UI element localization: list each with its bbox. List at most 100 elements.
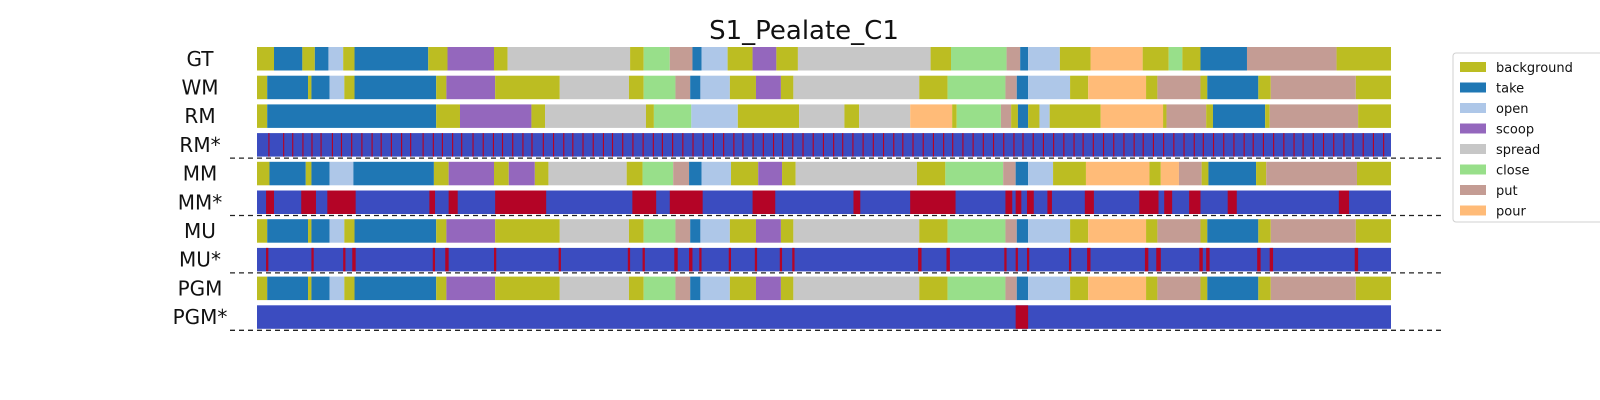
segment-background — [1146, 219, 1158, 243]
legend-label: open — [1496, 102, 1528, 117]
legend-entry-scoop: scoop — [1460, 123, 1534, 138]
segment-background — [1070, 276, 1089, 301]
segment-take — [314, 47, 329, 71]
legend-swatch — [1460, 123, 1486, 134]
segment-background — [344, 219, 355, 243]
segment-background — [729, 276, 756, 301]
confidence-peak — [1312, 133, 1314, 157]
row-pgm-confidence: PGM* — [173, 305, 1445, 331]
confidence-peak — [472, 133, 474, 157]
confidence-peak — [1189, 190, 1201, 214]
confidence-peak — [1144, 247, 1149, 272]
legend-label: scoop — [1496, 123, 1534, 138]
segment-spread — [799, 104, 845, 128]
segment-take — [690, 219, 701, 243]
segment-put — [1005, 219, 1017, 243]
segment-close — [642, 161, 674, 186]
legend-frame — [1452, 52, 1600, 223]
segment-pour — [910, 104, 953, 128]
segment-scoop — [755, 75, 781, 100]
confidence-peak — [343, 247, 346, 272]
confidence-peak — [922, 133, 924, 157]
segment-background — [433, 161, 449, 186]
confidence-peak — [1142, 133, 1144, 157]
segment-take — [1016, 75, 1029, 100]
chart-title: S1_Pealate_C1 — [709, 16, 899, 46]
confidence-peak — [1212, 133, 1215, 157]
segment-put — [1157, 219, 1201, 243]
segment-take — [311, 75, 330, 100]
segment-close — [643, 276, 676, 301]
segment-background — [495, 219, 560, 243]
confidence-peak — [302, 133, 304, 157]
confidence-peak — [982, 133, 984, 157]
row-mm-confidence: MM* — [178, 190, 1445, 217]
legend-swatch — [1460, 144, 1486, 154]
segment-take — [692, 47, 702, 71]
segment-background — [780, 276, 794, 301]
confidence-peak — [1082, 133, 1084, 157]
segment-put — [1166, 104, 1207, 128]
segment-scoop — [446, 75, 496, 100]
legend-label: close — [1496, 164, 1529, 179]
segment-put — [1005, 276, 1017, 301]
confidence-peak — [661, 133, 663, 157]
segment-background — [257, 276, 268, 301]
segment-put — [1157, 276, 1201, 301]
segment-background — [1149, 161, 1161, 186]
confidence-peak — [1047, 190, 1052, 214]
segment-background — [534, 161, 549, 186]
segment-background — [919, 75, 948, 100]
confidence-peak — [674, 247, 678, 272]
segment-take — [274, 47, 303, 71]
confidence-peak — [390, 133, 392, 157]
confidence-peak — [1068, 247, 1072, 272]
segment-put — [1178, 161, 1202, 186]
confidence-peak — [1227, 190, 1237, 214]
confidence-base — [257, 190, 1391, 214]
segment-background — [1258, 276, 1271, 301]
row-gt: GT — [186, 47, 1391, 71]
segment-open — [1028, 161, 1054, 186]
segment-take — [1016, 276, 1029, 301]
segment-background — [780, 75, 794, 100]
confidence-peak — [862, 133, 864, 157]
segment-scoop — [755, 276, 781, 301]
legend-label: take — [1496, 82, 1524, 97]
confidence-peak — [494, 247, 497, 272]
row-label: GT — [186, 47, 214, 71]
segment-open — [700, 276, 730, 301]
segment-take — [690, 75, 701, 100]
segment-background — [1355, 219, 1391, 243]
confidence-peak — [682, 133, 684, 157]
segment-take — [354, 219, 437, 243]
confidence-peak — [592, 133, 594, 157]
confidence-peak — [762, 133, 764, 157]
confidence-peak — [822, 133, 824, 157]
segment-put — [673, 161, 690, 186]
confidence-peak — [327, 190, 356, 214]
confidence-peak — [572, 133, 574, 157]
confidence-peak — [1354, 247, 1359, 272]
confidence-peak — [1164, 190, 1173, 214]
confidence-peak — [1322, 133, 1325, 157]
confidence-peak — [340, 133, 343, 157]
segment-background — [1336, 47, 1391, 71]
legend-entry-close: close — [1460, 164, 1529, 179]
legend-label: put — [1496, 184, 1518, 199]
segment-put — [1000, 104, 1012, 128]
segment-background — [1200, 276, 1208, 301]
confidence-peak — [452, 133, 454, 157]
legend-swatch — [1460, 205, 1486, 216]
confidence-peak — [542, 133, 544, 157]
confidence-peak — [943, 133, 945, 157]
segment-pour — [1090, 47, 1143, 71]
confidence-peak — [1343, 133, 1345, 157]
row-label: RM — [184, 104, 215, 128]
confidence-peak — [1022, 133, 1024, 157]
segment-take — [1207, 219, 1259, 243]
segment-take — [1020, 47, 1029, 71]
segment-take — [1016, 219, 1029, 243]
segment-background — [1163, 104, 1167, 128]
